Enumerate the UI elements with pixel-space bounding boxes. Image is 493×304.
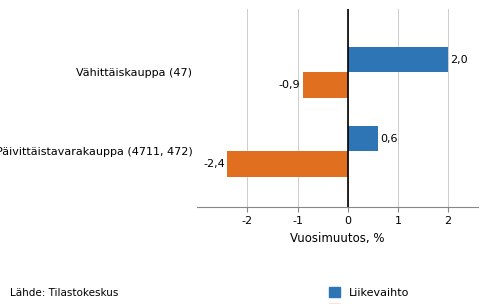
Bar — [348, 47, 448, 72]
Bar — [303, 72, 348, 98]
Text: 0,6: 0,6 — [381, 134, 398, 144]
Text: -0,9: -0,9 — [279, 80, 300, 90]
Text: Lähde: Tilastokeskus: Lähde: Tilastokeskus — [10, 288, 118, 298]
Text: -2,4: -2,4 — [203, 159, 225, 169]
Legend: Liikevaihto, Myynnin määrä: Liikevaihto, Myynnin määrä — [329, 287, 436, 304]
Text: 2,0: 2,0 — [451, 55, 468, 65]
X-axis label: Vuosimuutos, %: Vuosimuutos, % — [290, 232, 385, 245]
Bar — [348, 126, 378, 151]
Bar — [227, 151, 348, 177]
